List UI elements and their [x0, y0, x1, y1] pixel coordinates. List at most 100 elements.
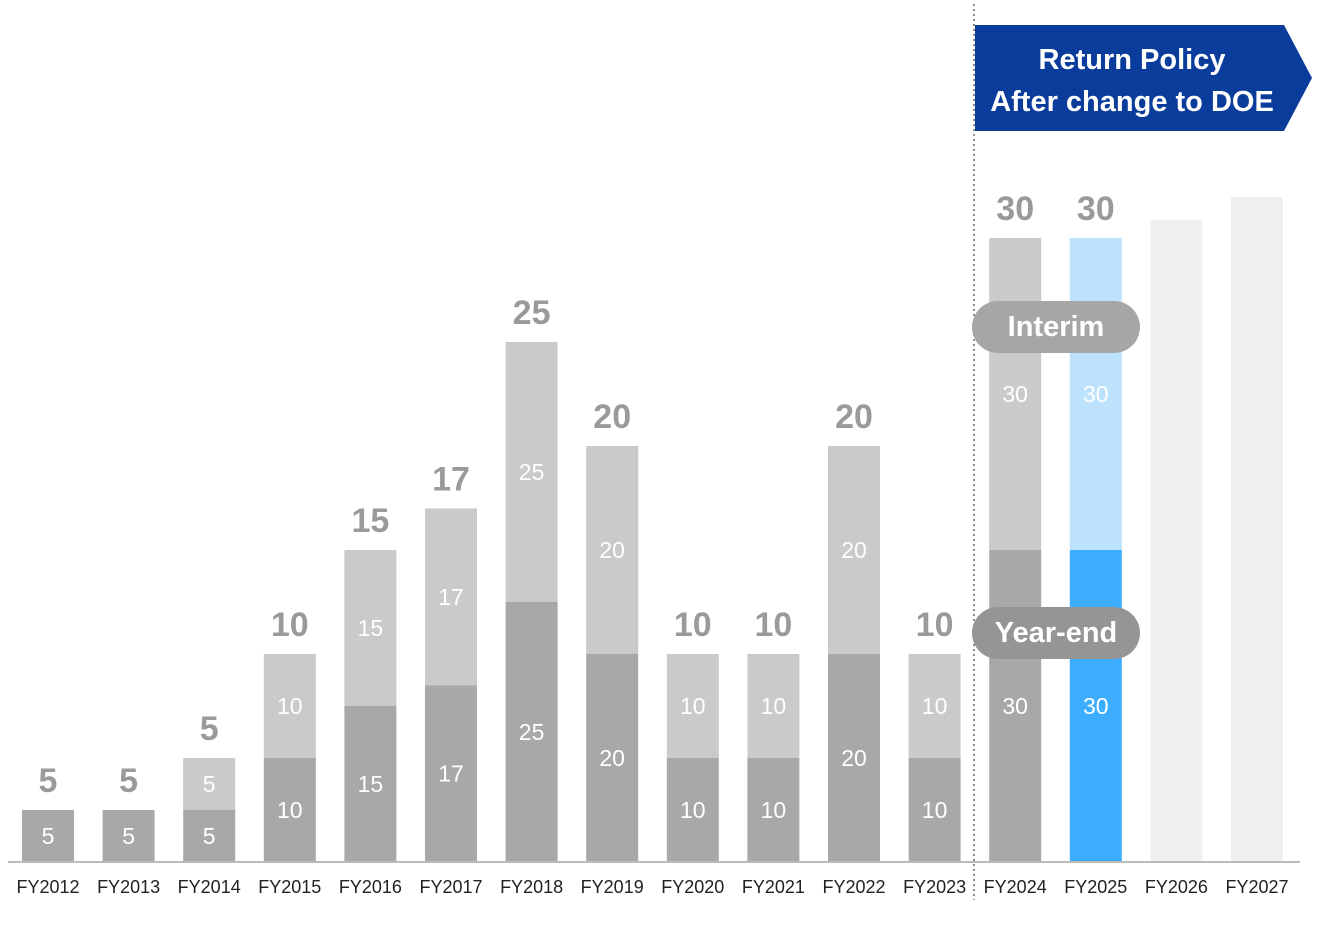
label-year-end-FY2012: 5	[42, 823, 55, 849]
label-interim-FY2022: 20	[841, 537, 867, 563]
category-label-FY2013: FY2013	[97, 877, 160, 897]
label-interim-FY2023: 10	[922, 693, 948, 719]
bar-interim-FY2018	[505, 342, 558, 602]
category-label-FY2018: FY2018	[500, 877, 563, 897]
legend-pill-year-end: Year-end	[972, 607, 1140, 659]
bar-interim-FY2021	[747, 654, 800, 758]
bar-interim-FY2025	[1069, 238, 1122, 550]
pill-interim-bg	[972, 301, 1140, 353]
banner-line-2: After change to DOE	[990, 86, 1274, 118]
label-top-FY2018: 25	[513, 294, 551, 332]
bar-year-end-FY2016	[344, 706, 397, 862]
label-top-FY2025: 30	[1077, 190, 1115, 228]
category-label-FY2026: FY2026	[1145, 877, 1208, 897]
pill-interim-label: Interim	[1008, 311, 1105, 343]
legend-pill-interim: Interim	[972, 301, 1140, 353]
bar-interim-FY2020	[666, 654, 719, 758]
bar-interim-FY2017	[425, 508, 477, 686]
bar-interim-FY2014	[183, 758, 236, 810]
bar-year-end-FY2017	[425, 685, 477, 862]
label-year-end-FY2022: 20	[841, 745, 867, 771]
label-year-end-FY2018: 25	[519, 719, 545, 745]
category-label-FY2020: FY2020	[661, 877, 724, 897]
label-top-FY2015: 10	[271, 606, 309, 644]
label-year-end-FY2020: 10	[680, 797, 706, 823]
label-interim-FY2014: 5	[203, 771, 216, 797]
bar-year-end-FY2019	[586, 654, 639, 862]
bar-placeholder-FY2026	[1150, 220, 1203, 862]
bar-interim-FY2024	[989, 238, 1042, 550]
label-top-FY2017: 17	[432, 460, 470, 498]
bar-interim-FY2019	[586, 446, 639, 654]
bar-year-end-FY2012	[22, 810, 74, 862]
bar-placeholder-FY2027	[1231, 197, 1283, 862]
category-label-FY2012: FY2012	[16, 877, 79, 897]
bar-interim-FY2022	[828, 446, 880, 654]
bar-interim-FY2023	[908, 654, 961, 758]
label-interim-FY2021: 10	[761, 693, 787, 719]
segment-labels: 5 5 5 5 10 10 15 15 17 17 25 25 20 20 10 10 10 10 20 20 10 10…	[42, 381, 1109, 849]
label-interim-FY2016: 15	[358, 615, 384, 641]
category-label-FY2023: FY2023	[903, 877, 966, 897]
label-top-FY2014: 5	[200, 710, 219, 748]
bar-interim-FY2015	[263, 654, 316, 758]
label-year-end-FY2021: 10	[761, 797, 787, 823]
label-interim-FY2024: 30	[1002, 381, 1028, 407]
label-year-end-FY2016: 15	[358, 771, 384, 797]
label-top-FY2012: 5	[39, 762, 58, 800]
label-year-end-FY2014: 5	[203, 823, 216, 849]
bar-year-end-FY2018	[505, 602, 558, 862]
category-label-FY2021: FY2021	[742, 877, 805, 897]
return-policy-banner: Return Policy After change to DOE	[975, 25, 1312, 131]
category-label-FY2025: FY2025	[1064, 877, 1127, 897]
label-year-end-FY2017: 17	[438, 761, 464, 787]
label-top-FY2021: 10	[754, 606, 792, 644]
label-top-FY2020: 10	[674, 606, 712, 644]
category-label-FY2024: FY2024	[984, 877, 1047, 897]
label-top-FY2024: 30	[996, 190, 1034, 228]
bar-year-end-FY2025	[1069, 550, 1122, 862]
pill-year-end-label: Year-end	[995, 617, 1118, 649]
label-year-end-FY2019: 20	[599, 745, 625, 771]
category-labels: FY2012 FY2013 FY2014 FY2015 FY2016 FY2017 FY20…	[16, 877, 1288, 897]
label-year-end-FY2015: 10	[277, 797, 303, 823]
bar-year-end-FY2013	[102, 810, 155, 862]
category-label-FY2017: FY2017	[419, 877, 482, 897]
label-interim-FY2018: 25	[519, 459, 545, 485]
label-top-FY2013: 5	[119, 762, 138, 800]
label-interim-FY2013: 5	[122, 823, 135, 849]
bar-year-end-FY2015	[263, 758, 316, 862]
total-labels: 5 5 5 10 15 17 25 20 10 10 20 10 30 30	[39, 190, 1115, 800]
bar-year-end-FY2020	[666, 758, 719, 862]
label-top-FY2022: 20	[835, 398, 873, 436]
label-interim-FY2025: 30	[1083, 381, 1109, 407]
pill-year-end-bg	[972, 607, 1140, 659]
category-label-FY2027: FY2027	[1225, 877, 1288, 897]
label-top-FY2023: 10	[916, 606, 954, 644]
bar-year-end-FY2023	[908, 758, 961, 862]
label-interim-FY2019: 20	[599, 537, 625, 563]
category-label-FY2022: FY2022	[822, 877, 885, 897]
label-top-FY2019: 20	[593, 398, 631, 436]
category-label-FY2016: FY2016	[339, 877, 402, 897]
category-label-FY2019: FY2019	[581, 877, 644, 897]
banner-line-1: Return Policy	[1039, 44, 1226, 76]
bar-year-end-FY2022	[828, 654, 880, 862]
bar-year-end-FY2014	[183, 810, 236, 862]
label-interim-FY2015: 10	[277, 693, 303, 719]
label-year-end-FY2024: 30	[1002, 693, 1028, 719]
category-label-FY2014: FY2014	[178, 877, 241, 897]
bar-interim-FY2016	[344, 550, 397, 706]
bar-year-end-FY2024	[989, 550, 1042, 862]
banner-arrow-shape	[975, 25, 1312, 131]
bar-segments	[22, 238, 1122, 862]
label-top-FY2016: 15	[351, 502, 389, 540]
bar-year-end-FY2021	[747, 758, 800, 862]
label-year-end-FY2023: 10	[922, 797, 948, 823]
label-interim-FY2020: 10	[680, 693, 706, 719]
label-year-end-FY2025: 30	[1083, 693, 1109, 719]
category-label-FY2015: FY2015	[258, 877, 321, 897]
placeholder-bars	[1150, 197, 1283, 862]
label-interim-FY2017: 17	[438, 584, 464, 610]
